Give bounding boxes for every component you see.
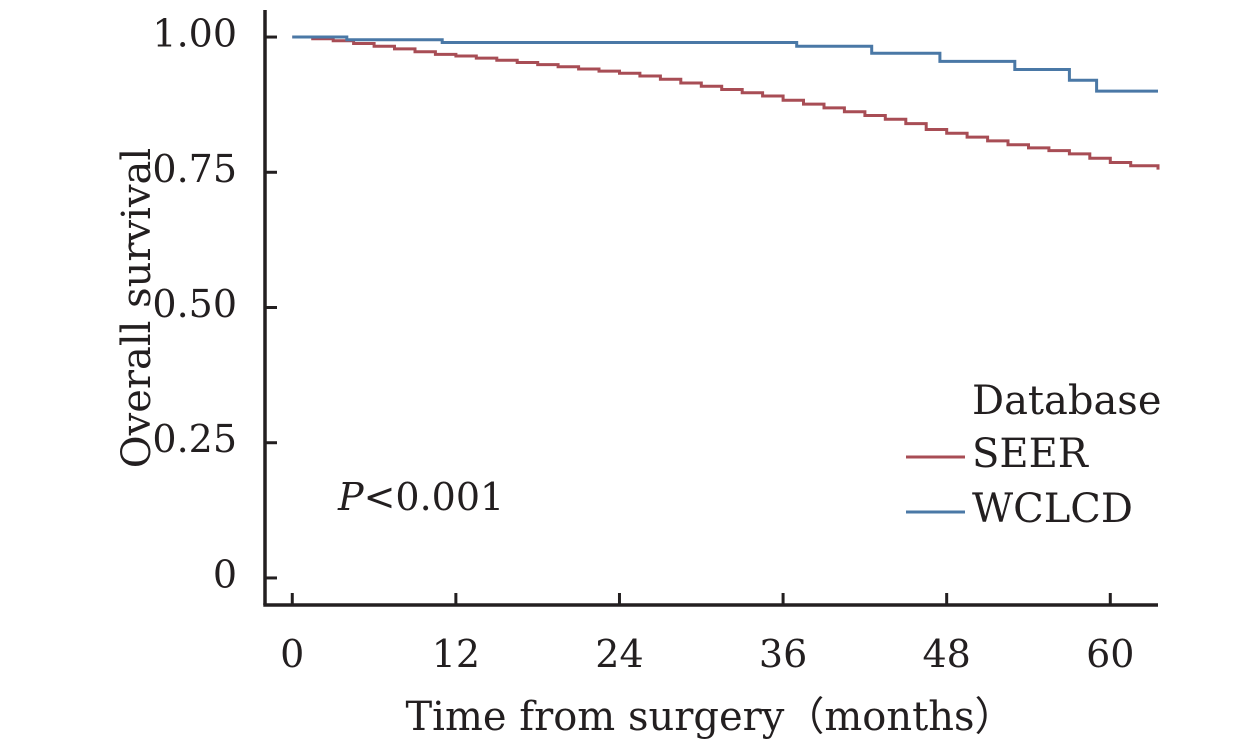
legend-items: SEER WCLCD <box>906 431 1133 532</box>
y-tick-label: 0.50 <box>152 282 237 326</box>
y-ticks: 0 0.25 0.50 0.75 1.00 <box>152 12 277 596</box>
p-value-annotation: P<0.001 <box>337 475 504 519</box>
y-axis-title: Overall survival <box>114 148 160 468</box>
y-tick-label: 0.25 <box>152 417 237 461</box>
x-tick-label: 60 <box>1086 632 1134 676</box>
x-tick-label: 48 <box>922 632 970 676</box>
legend-label-seer: SEER <box>972 431 1090 477</box>
x-ticks: 0 12 24 36 48 60 <box>280 593 1134 676</box>
y-tick-label: 1.00 <box>152 12 237 56</box>
series-layer <box>292 35 1160 170</box>
p-value-text: <0.001 <box>364 475 505 519</box>
series-line-seer <box>292 35 1160 170</box>
p-value-italic: P <box>337 475 365 519</box>
x-axis-title: Time from surgery（months） <box>406 694 1015 740</box>
legend-label-wclcd: WCLCD <box>972 486 1133 532</box>
x-tick-label: 36 <box>759 632 807 676</box>
x-tick-label: 24 <box>595 632 643 676</box>
series-line-wclcd <box>292 35 1158 93</box>
x-tick-label: 0 <box>280 632 304 676</box>
y-tick-label: 0.75 <box>152 147 237 191</box>
y-tick-label: 0 <box>213 552 237 596</box>
x-tick-label: 12 <box>432 632 480 676</box>
legend-title: Database <box>972 378 1162 424</box>
legend: Database SEER WCLCD <box>906 378 1162 532</box>
